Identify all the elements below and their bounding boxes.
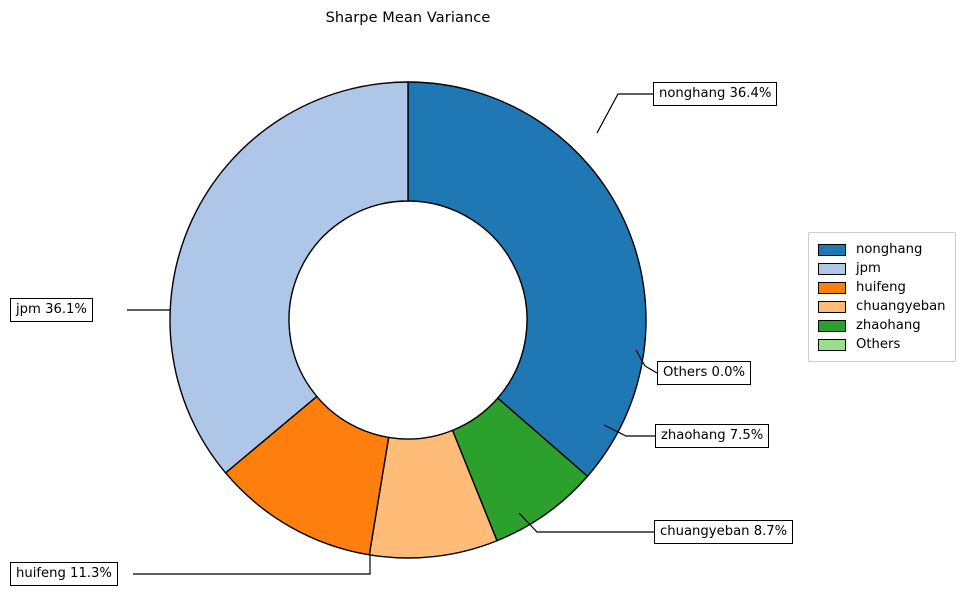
legend-item-label: chuangyeban bbox=[856, 299, 946, 314]
slice-label-nonghang: nonghang 36.4% bbox=[653, 82, 778, 107]
leader-line-huifeng bbox=[133, 554, 371, 575]
pie-wedge-jpm[interactable] bbox=[169, 81, 409, 474]
leader-line-chuangyeban bbox=[518, 512, 654, 533]
legend-item-huifeng[interactable]: huifeng bbox=[818, 278, 946, 297]
pie-wedge-group bbox=[169, 81, 647, 559]
legend-item-label: jpm bbox=[856, 261, 881, 276]
legend-item-chuangyeban[interactable]: chuangyeban bbox=[818, 297, 946, 316]
legend-swatch-icon bbox=[818, 243, 846, 256]
legend-item-others[interactable]: Others bbox=[818, 335, 946, 354]
legend-item-label: Others bbox=[856, 337, 901, 352]
leader-line-zhaohang bbox=[603, 424, 655, 437]
slice-label-zhaohang: zhaohang 7.5% bbox=[655, 424, 770, 449]
legend-item-label: zhaohang bbox=[856, 318, 921, 333]
legend-item-jpm[interactable]: jpm bbox=[818, 259, 946, 278]
leader-line-nonghang bbox=[596, 93, 653, 134]
slice-label-jpm: jpm 36.1% bbox=[10, 298, 93, 323]
slice-label-chuangyeban: chuangyeban 8.7% bbox=[654, 520, 794, 545]
legend-swatch-icon bbox=[818, 319, 846, 332]
legend-item-label: huifeng bbox=[856, 280, 906, 295]
legend-swatch-icon bbox=[818, 262, 846, 275]
slice-label-others: Others 0.0% bbox=[657, 361, 752, 386]
legend-swatch-icon bbox=[818, 281, 846, 294]
legend-item-zhaohang[interactable]: zhaohang bbox=[818, 316, 946, 335]
chart-legend: nonghang jpm huifeng chuangyeban zhaohang Oth… bbox=[808, 232, 956, 362]
chart-title: Sharpe Mean Variance bbox=[325, 10, 491, 26]
legend-swatch-icon bbox=[818, 300, 846, 313]
slice-label-huifeng: huifeng 11.3% bbox=[10, 562, 118, 587]
pie-wedge-nonghang[interactable] bbox=[407, 81, 647, 478]
legend-item-label: nonghang bbox=[856, 242, 923, 257]
legend-item-nonghang[interactable]: nonghang bbox=[818, 240, 946, 259]
legend-swatch-icon bbox=[818, 338, 846, 351]
leader-line-group bbox=[127, 93, 658, 575]
leader-line-others bbox=[635, 349, 658, 374]
